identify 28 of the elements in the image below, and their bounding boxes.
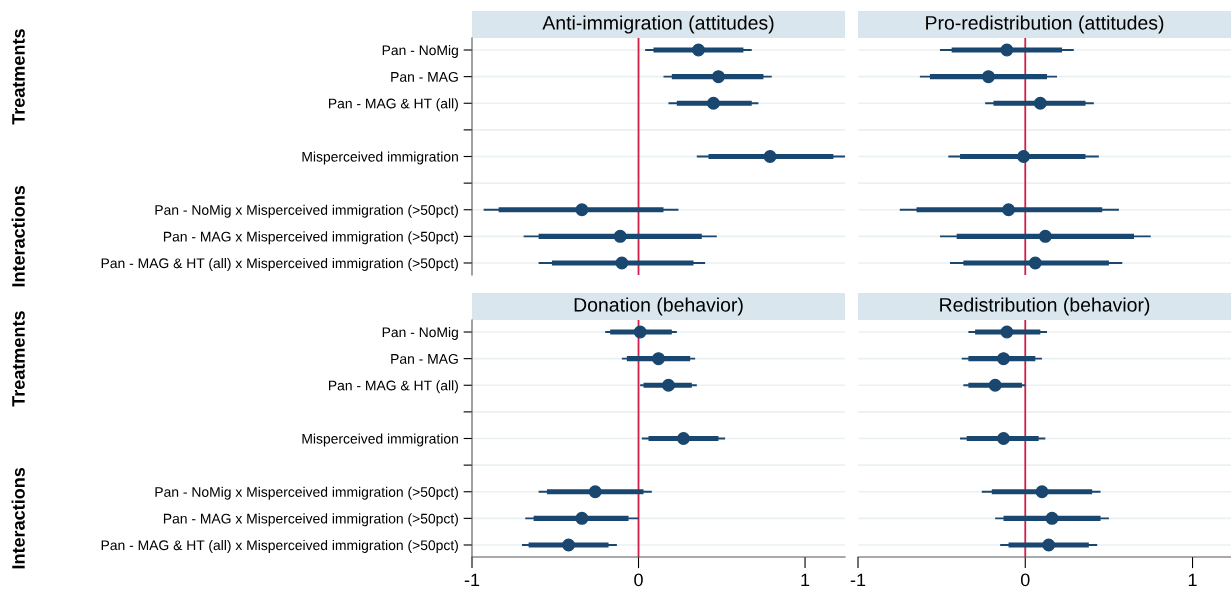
chart-title: Redistribution (behavior) <box>940 297 1150 316</box>
chart-title: Donation (behavior) <box>574 297 743 316</box>
chart-title: Pro-redistribution (attitudes) <box>926 15 1164 34</box>
y-tick-label: Pan - NoMig x Misperceived immigration (>50pct) <box>155 486 458 500</box>
y-tick-label: Pan - MAG & HT (all) <box>329 98 458 112</box>
text: Treatments <box>12 29 25 125</box>
chart-title: Anti-immigration (attitudes) <box>542 15 774 34</box>
x-tick-label: -1 <box>850 573 866 587</box>
y-tick-label: Pan - NoMig <box>382 326 458 340</box>
y-tick-label: Pan - MAG & HT (all) <box>329 380 458 394</box>
y-tick-label: Pan - MAG x Misperceived immigration (>50pct) <box>163 513 458 527</box>
x-tick-label: 0 <box>1020 573 1030 587</box>
y-tick-label: Misperceived immigration <box>302 433 458 447</box>
x-tick-label: 0 <box>634 573 643 587</box>
text: Treatments <box>12 311 25 407</box>
text: Interactions <box>11 185 25 287</box>
y-tick-label: Pan - MAG x Misperceived immigration (>50pct) <box>163 231 458 245</box>
text: Interactions <box>11 467 25 569</box>
y-tick-label: Pan - NoMig x Misperceived immigration (>50pct) <box>155 204 458 218</box>
y-tick-label: Pan - MAG <box>391 71 458 82</box>
x-tick-label: 1 <box>1188 573 1197 587</box>
y-tick-label: Pan - NoMig <box>382 44 458 58</box>
y-tick-label: Misperceived immigration <box>302 151 458 165</box>
x-tick-label: -1 <box>464 573 480 587</box>
y-tick-label: Pan - MAG <box>391 353 458 364</box>
y-tick-label: Pan - MAG & HT (all) x Misperceived immigration (>50pct) <box>101 257 458 271</box>
y-tick-label: Pan - MAG & HT (all) x Misperceived immigration (>50pct) <box>101 539 458 553</box>
x-tick-label: 1 <box>801 573 810 587</box>
